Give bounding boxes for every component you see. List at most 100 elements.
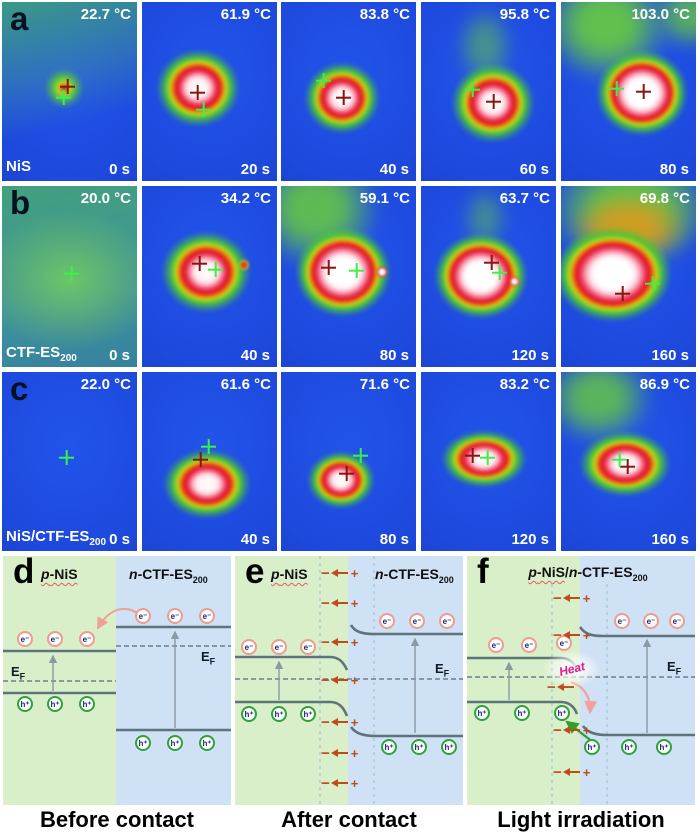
band-diagram-after-contact: e p-NiS n-CTF-ES200 EF e⁻ e⁻ e⁻ e⁻ e⁻ e⁻… xyxy=(235,556,463,805)
n-subscript: 200 xyxy=(632,572,648,583)
plus-charge: + xyxy=(582,590,591,606)
hole-icon: h⁺ xyxy=(47,696,63,712)
n-name: -CTF-ES xyxy=(383,566,439,582)
crosshair-marker-icon xyxy=(612,452,627,467)
electron-icon: e⁻ xyxy=(521,637,537,653)
plus-charge: + xyxy=(350,714,359,730)
plus-charge: + xyxy=(350,565,359,581)
minus-charge: − xyxy=(321,633,330,651)
p-name: -NiS xyxy=(536,564,565,580)
field-arrow-icon xyxy=(330,638,348,646)
crosshair-marker-icon xyxy=(480,450,495,465)
crosshair-marker-icon xyxy=(201,439,216,454)
crosshair-marker-icon xyxy=(609,81,624,96)
crosshair-hot-icon xyxy=(192,256,207,271)
temperature-readout: 22.0 °C xyxy=(80,376,131,393)
electron-icon: e⁻ xyxy=(614,613,630,629)
thermal-frame-a2: 61.9 °C 20 s xyxy=(142,2,277,181)
crosshair-marker-icon xyxy=(59,450,74,465)
hole-icon: h⁺ xyxy=(441,739,457,755)
crosshair-hot-icon xyxy=(465,448,480,463)
plus-charge: + xyxy=(350,672,359,688)
hole-icon: h⁺ xyxy=(199,735,215,751)
time-readout: 160 s xyxy=(651,347,689,364)
p-name: -NiS xyxy=(49,566,78,582)
hole-icon: h⁺ xyxy=(656,739,672,755)
p-part: p-NiS xyxy=(528,564,565,580)
plus-charge: + xyxy=(350,745,359,761)
temperature-readout: 86.9 °C xyxy=(639,376,690,393)
thermal-frame-c1: c 22.0 °C 0 s NiS/CTF-ES200 xyxy=(2,372,137,551)
electron-icon: e⁻ xyxy=(669,613,685,629)
n-subscript: 200 xyxy=(438,574,454,585)
hole-icon: h⁺ xyxy=(17,696,33,712)
thermal-frame-b4: 63.7 °C 120 s xyxy=(421,186,556,367)
band-diagram-before-contact: d p-NiS n-CTF-ES200 EF EF e⁻ e⁻ e⁻ e⁻ e⁻… xyxy=(3,556,231,805)
material-name: NiS xyxy=(6,158,32,175)
fermi-base: E xyxy=(667,659,676,674)
time-readout: 40 s xyxy=(379,161,409,178)
time-readout: 40 s xyxy=(240,347,270,364)
thermal-frame-a5: 103.0 °C 80 s xyxy=(561,2,696,181)
time-readout: 20 s xyxy=(240,161,270,178)
crosshair-marker-icon xyxy=(465,82,480,97)
temperature-readout: 103.0 °C xyxy=(631,6,690,23)
minus-charge: − xyxy=(553,589,562,607)
band-diagram-drawing xyxy=(3,608,231,732)
fermi-base: E xyxy=(11,664,20,679)
crosshair-hot-icon xyxy=(636,84,651,99)
junction-charge-pair: − + xyxy=(553,721,590,739)
thermal-hotspot xyxy=(561,226,672,322)
slash: / xyxy=(564,564,569,580)
hole-icon: h⁺ xyxy=(135,735,151,751)
junction-charge-pair: − + xyxy=(321,671,358,689)
hole-icon: h⁺ xyxy=(300,706,316,722)
field-arrow-icon xyxy=(330,718,348,726)
junction-charge-pair: − + xyxy=(321,774,358,792)
temperature-readout: 20.0 °C xyxy=(80,190,131,207)
caption-after-contact: After contact xyxy=(281,807,417,832)
plus-charge: + xyxy=(582,627,591,643)
minus-charge: − xyxy=(321,671,330,689)
electron-icon: e⁻ xyxy=(379,613,395,629)
panel-letter: d xyxy=(13,556,35,591)
crosshair-marker-icon xyxy=(208,262,223,277)
crosshair-hot-icon xyxy=(486,94,501,109)
field-arrow-icon xyxy=(562,631,580,639)
crosshair-marker-icon xyxy=(316,73,331,88)
junction-charge-pair: − + xyxy=(553,763,590,781)
time-readout: 80 s xyxy=(659,161,689,178)
panel-letter: a xyxy=(10,2,29,37)
electron-icon: e⁻ xyxy=(409,613,425,629)
fermi-base: E xyxy=(435,661,444,676)
crosshair-marker-icon xyxy=(64,266,79,281)
hole-icon: h⁺ xyxy=(474,705,490,721)
minus-charge: − xyxy=(321,774,330,792)
temperature-readout: 34.2 °C xyxy=(220,190,271,207)
hole-icon: h⁺ xyxy=(79,696,95,712)
temperature-readout: 61.6 °C xyxy=(220,376,271,393)
hole-icon: h⁺ xyxy=(621,739,637,755)
thermal-frame-b2: 34.2 °C 40 s xyxy=(142,186,277,367)
electron-icon: e⁻ xyxy=(241,639,257,655)
crosshair-hot-icon xyxy=(339,466,354,481)
temperature-readout: 95.8 °C xyxy=(499,6,550,23)
fermi-sub: F xyxy=(209,656,216,667)
thermal-frame-a1: a 22.7 °C 0 s NiS xyxy=(2,2,137,181)
junction-charge-pair: − + xyxy=(321,633,358,651)
time-readout: 0 s xyxy=(109,347,130,364)
electron-icon: e⁻ xyxy=(199,608,215,624)
thermal-hotspot xyxy=(295,227,391,317)
panel-letter: f xyxy=(477,556,489,591)
junction-charge-pair: − + xyxy=(321,744,358,762)
field-arrow-icon xyxy=(330,749,348,757)
electron-icon: e⁻ xyxy=(271,639,287,655)
time-readout: 40 s xyxy=(240,531,270,548)
material-label: NiS xyxy=(6,158,31,178)
field-arrow-icon xyxy=(330,569,348,577)
material-subscript: 200 xyxy=(60,353,77,364)
thermal-hotspot xyxy=(161,231,251,313)
crosshair-marker-icon xyxy=(196,102,211,117)
heat-label: Heat xyxy=(557,659,587,679)
